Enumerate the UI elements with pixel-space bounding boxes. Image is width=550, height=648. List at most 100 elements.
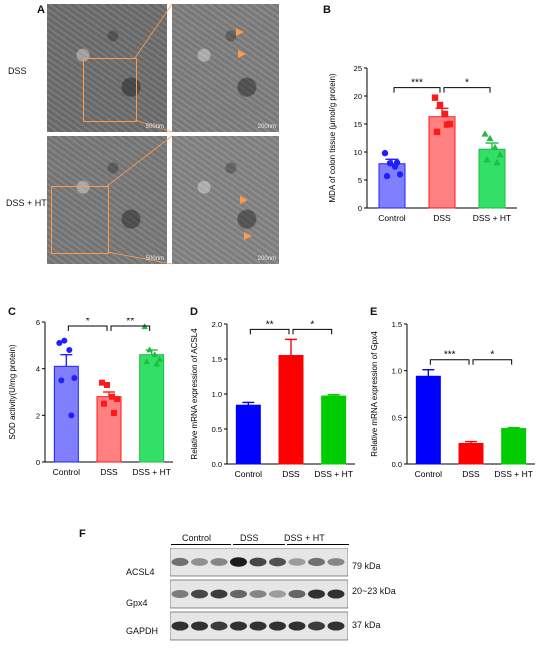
chart-d: 0.0 0.5 1.0 1.5 2.0 Relative mRNA expression … bbox=[190, 319, 355, 479]
zoom-box bbox=[51, 186, 109, 254]
x-tick-label: DSS bbox=[100, 467, 118, 477]
data-point bbox=[433, 128, 441, 136]
group-label-dss-ht: DSS + HT bbox=[284, 533, 325, 543]
significance-label: * bbox=[465, 78, 469, 89]
blot-band bbox=[230, 589, 247, 599]
blot-band bbox=[308, 557, 325, 567]
y-tick-label: 0.5 bbox=[212, 425, 222, 434]
significance-bracket bbox=[443, 87, 491, 93]
significance-bracket bbox=[67, 325, 108, 331]
blot-band bbox=[210, 621, 228, 631]
em-image-dss-low: 500nm bbox=[47, 4, 167, 132]
data-point bbox=[396, 171, 404, 178]
data-point bbox=[104, 382, 110, 388]
blot-band bbox=[210, 589, 228, 599]
x-tick-label: Control bbox=[378, 213, 406, 223]
significance-label: ** bbox=[266, 319, 274, 330]
data-point bbox=[68, 412, 75, 419]
group-line bbox=[287, 544, 349, 545]
y-tick-label: 10 bbox=[354, 148, 362, 157]
zoom-box bbox=[83, 58, 137, 122]
blot-band bbox=[308, 589, 325, 599]
data-point bbox=[153, 360, 160, 367]
significance-bracket bbox=[292, 328, 333, 335]
data-point bbox=[56, 340, 63, 346]
panel-label-d: D bbox=[190, 306, 198, 318]
blot-image bbox=[170, 548, 348, 641]
scale-bar-label: 200nm bbox=[257, 256, 276, 262]
x-tick-label: DSS bbox=[462, 469, 480, 479]
y-tick-label: 0.5 bbox=[392, 413, 402, 422]
blot-band bbox=[288, 589, 306, 599]
blot-band bbox=[171, 590, 189, 598]
significance-label: *** bbox=[411, 78, 423, 89]
blot-band bbox=[191, 621, 208, 631]
blot-band bbox=[230, 621, 247, 631]
panel-label-e: E bbox=[370, 306, 378, 318]
y-tick-label: 1.0 bbox=[392, 367, 402, 376]
data-point bbox=[436, 101, 444, 109]
data-point bbox=[101, 400, 107, 407]
scale-bar-label: 500nm bbox=[145, 256, 164, 262]
data-point bbox=[109, 393, 115, 400]
significance-label: ** bbox=[126, 318, 134, 327]
significance-bracket bbox=[472, 359, 513, 365]
size-label-gpx4: 20~23 kDa bbox=[352, 586, 396, 596]
data-point bbox=[493, 158, 501, 166]
y-tick-label: 2.0 bbox=[212, 320, 222, 329]
row-label-dss-ht: DSS + HT bbox=[6, 198, 47, 208]
arrow-icon bbox=[238, 50, 246, 58]
bar bbox=[53, 365, 79, 463]
em-image-dss-high: 200nm bbox=[172, 4, 279, 132]
data-point bbox=[481, 130, 489, 137]
bar bbox=[428, 116, 456, 209]
data-point bbox=[156, 355, 163, 362]
significance-bracket bbox=[393, 87, 441, 93]
arrow-icon bbox=[240, 196, 248, 204]
y-tick-label: 0 bbox=[36, 458, 40, 467]
bar bbox=[415, 375, 441, 465]
blot-band bbox=[210, 558, 228, 566]
blot-band bbox=[269, 557, 286, 567]
data-point bbox=[111, 410, 117, 416]
blot-band bbox=[171, 557, 189, 567]
group-label-dss: DSS bbox=[240, 533, 259, 543]
blot-band bbox=[249, 557, 267, 567]
em-image-dss-ht-low: 500nm bbox=[47, 136, 167, 264]
band-label-gpx4: Gpx4 bbox=[126, 598, 148, 608]
y-tick-label: 5 bbox=[358, 176, 362, 185]
x-tick-label: DSS + HT bbox=[494, 469, 533, 479]
data-point bbox=[441, 110, 449, 118]
data-point bbox=[486, 134, 494, 142]
em-image-dss-ht-high: 200nm bbox=[172, 136, 279, 264]
y-tick-label: 15 bbox=[354, 120, 362, 129]
y-tick-label: 0 bbox=[358, 204, 362, 213]
y-tick-label: 0.0 bbox=[212, 460, 222, 469]
bar bbox=[478, 148, 506, 209]
arrow-icon bbox=[244, 232, 252, 240]
data-point bbox=[151, 351, 158, 358]
chart-e: 0.0 0.5 1.0 1.5 Relative mRNA expression of … bbox=[370, 320, 535, 479]
blot-band bbox=[249, 621, 267, 631]
group-line bbox=[233, 544, 285, 545]
x-tick-label: DSS + HT bbox=[473, 213, 512, 223]
data-point bbox=[146, 346, 153, 353]
size-label-gapdh: 37 kDa bbox=[352, 620, 381, 630]
bar bbox=[378, 163, 406, 209]
data-point bbox=[386, 160, 394, 167]
blot-band bbox=[171, 621, 189, 631]
chart-b: 0 5 10 15 20 25 MDA of colon tissue (μmol/g pr… bbox=[328, 64, 517, 223]
significance-label: *** bbox=[444, 350, 456, 361]
panel-label-c: C bbox=[8, 306, 16, 318]
bar bbox=[278, 355, 304, 465]
x-tick-label: Control bbox=[53, 467, 81, 477]
y-tick-label: 6 bbox=[36, 318, 40, 327]
y-axis-label: MDA of colon tissue (μmol/g protein) bbox=[328, 73, 337, 202]
significance-bracket bbox=[110, 325, 151, 331]
x-tick-label: DSS + HT bbox=[132, 467, 171, 477]
zoom-connector-lines bbox=[106, 3, 173, 265]
significance-label: * bbox=[86, 318, 90, 327]
data-point bbox=[496, 150, 504, 158]
data-point bbox=[491, 143, 499, 151]
blot-band bbox=[308, 621, 325, 631]
